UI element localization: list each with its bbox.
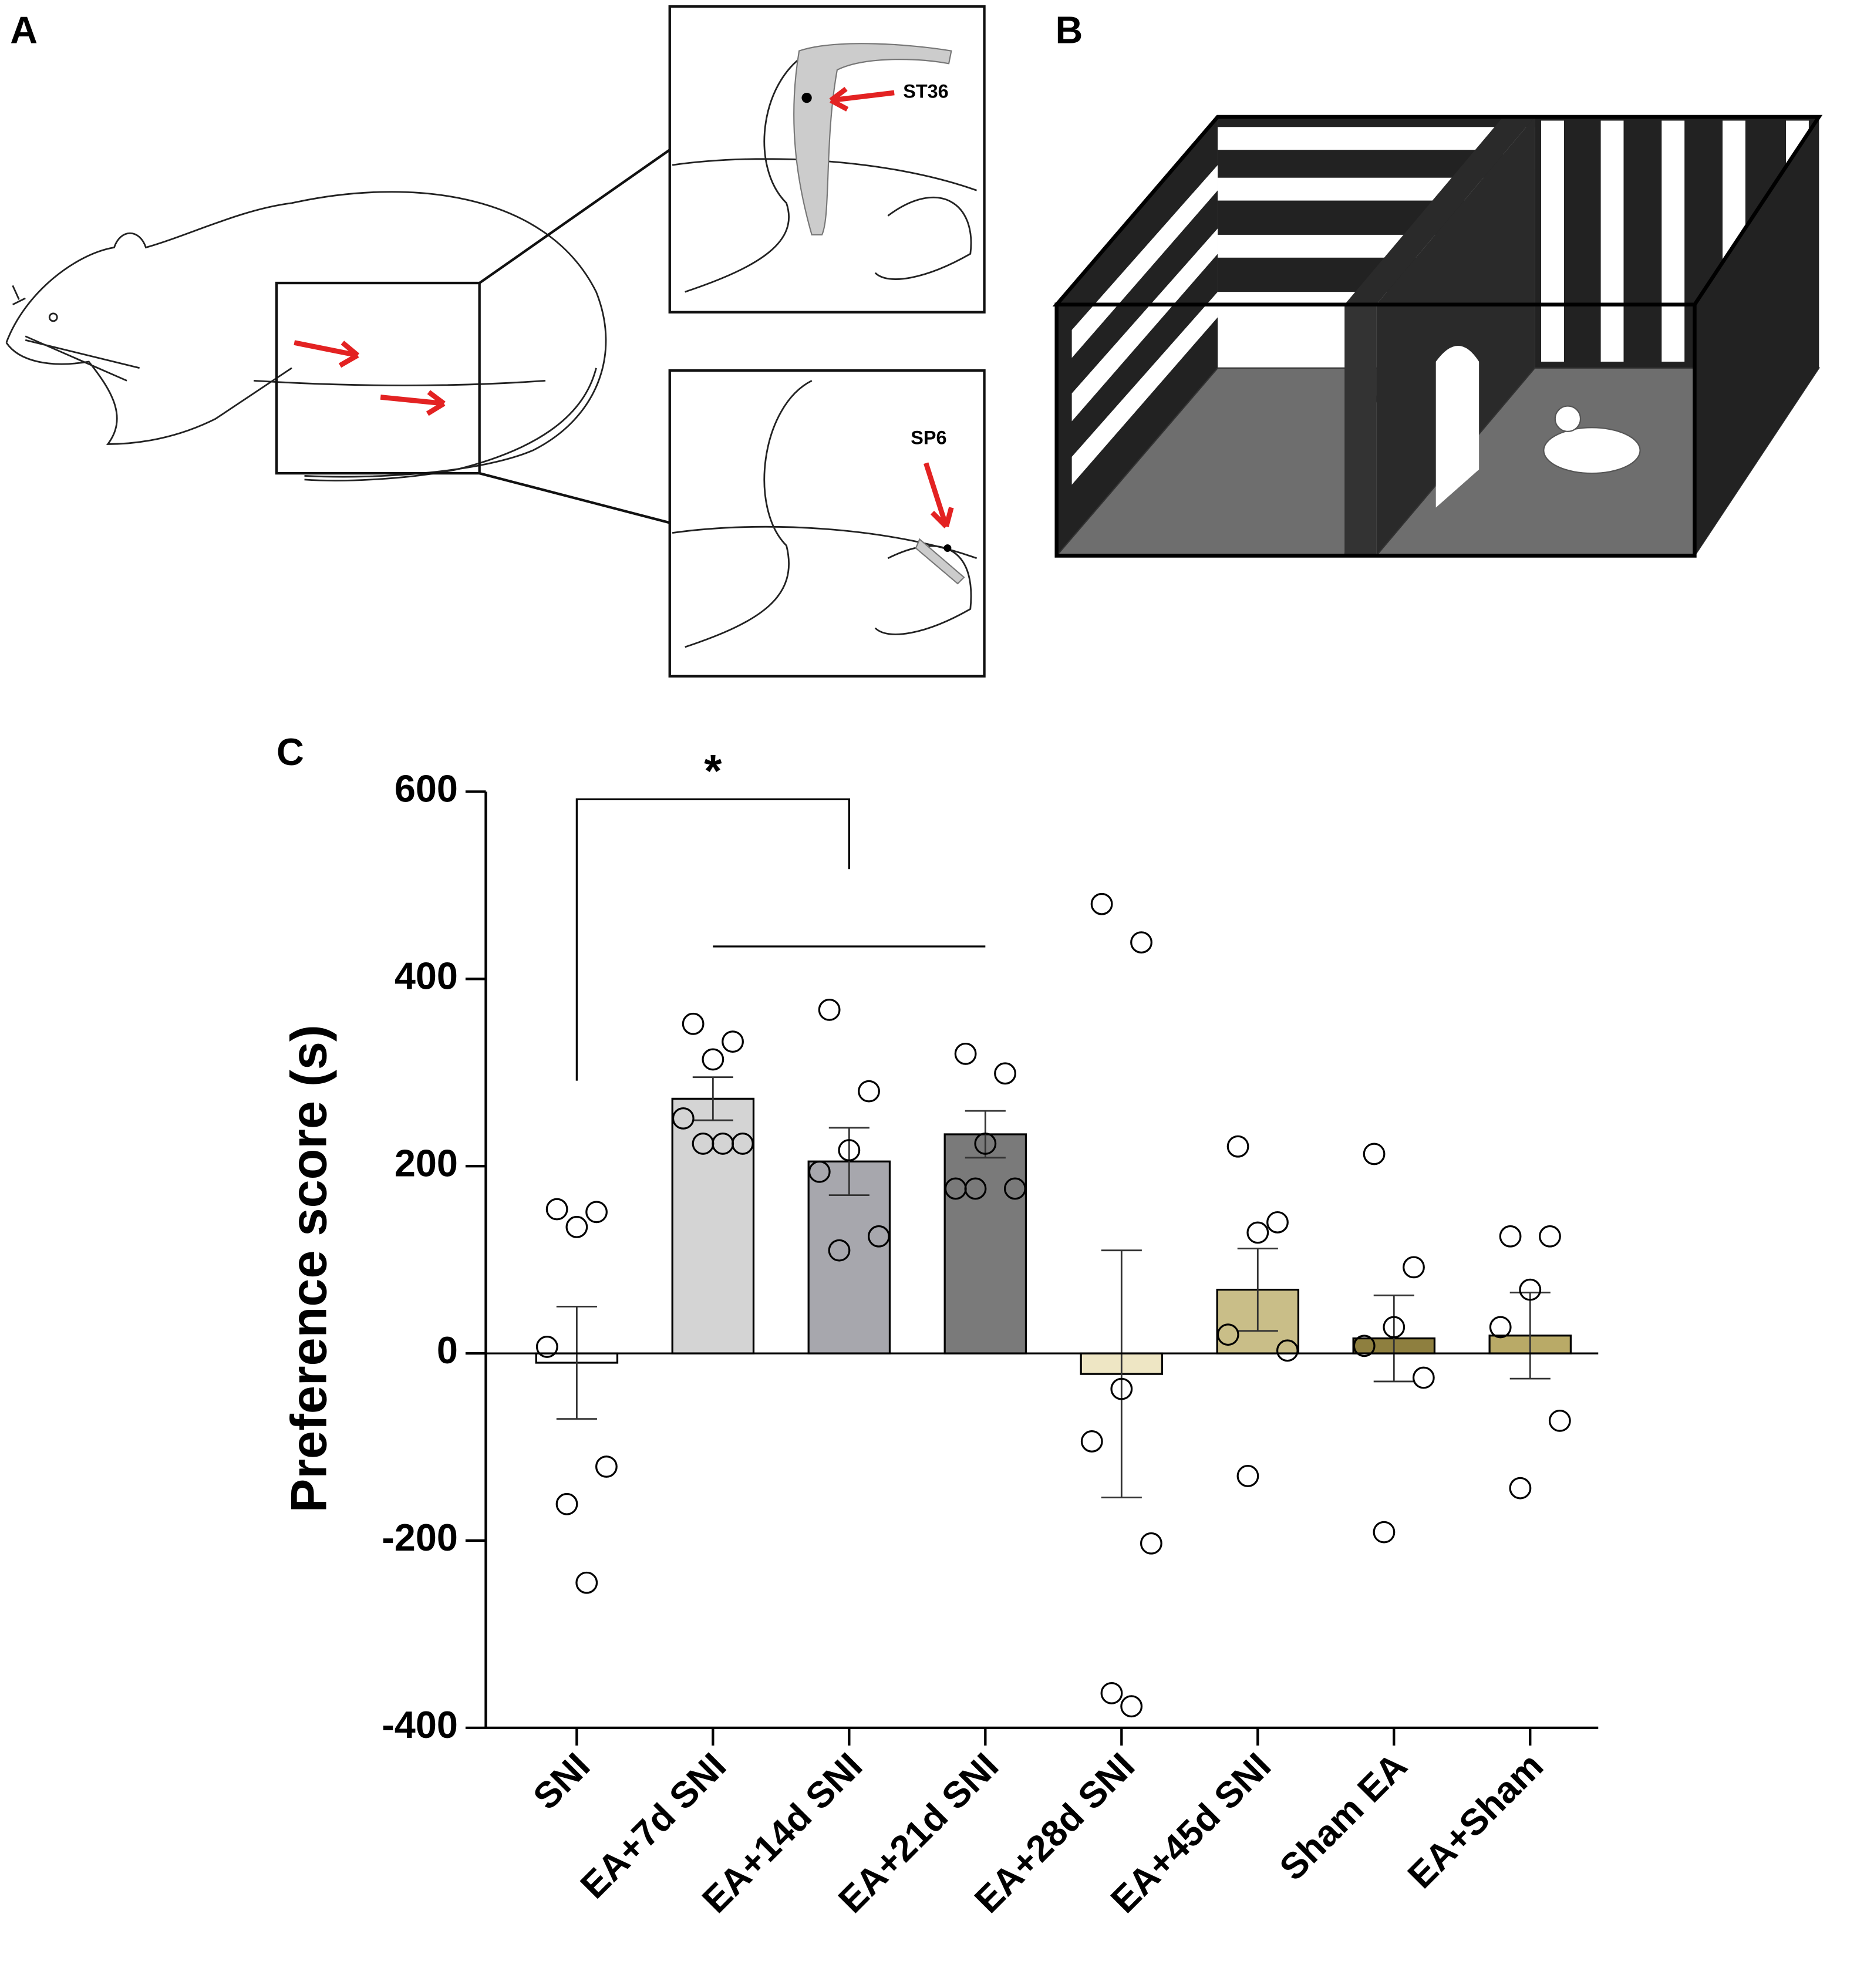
data-point xyxy=(818,999,841,1021)
data-point xyxy=(994,1062,1016,1085)
panel-label: B xyxy=(1056,9,1083,52)
data-point xyxy=(1246,1221,1269,1244)
data-point xyxy=(1110,1377,1133,1400)
x-tick-label: Sham EA xyxy=(1272,1745,1415,1888)
data-point xyxy=(1216,1323,1239,1346)
data-point xyxy=(1266,1211,1289,1234)
data-point xyxy=(1539,1225,1561,1248)
acupoint xyxy=(943,544,952,552)
data-point xyxy=(1412,1366,1435,1389)
data-point xyxy=(1353,1335,1376,1357)
rat-illustration xyxy=(5,191,607,481)
data-point xyxy=(1120,1695,1143,1718)
data-point xyxy=(858,1080,880,1103)
data-point xyxy=(1226,1135,1249,1158)
bone xyxy=(793,43,952,236)
data-point xyxy=(1363,1143,1386,1165)
data-point xyxy=(1548,1409,1571,1432)
acupoint xyxy=(801,92,812,103)
data-point xyxy=(672,1107,695,1130)
data-point xyxy=(1383,1316,1406,1339)
inset-box xyxy=(275,281,481,475)
error-bar xyxy=(1237,1248,1278,1332)
data-point xyxy=(712,1133,734,1155)
data-point xyxy=(595,1455,618,1478)
data-point xyxy=(1100,1682,1123,1704)
data-point xyxy=(808,1160,831,1183)
data-point xyxy=(1080,1430,1103,1453)
y-tick-label: 600 xyxy=(395,767,458,810)
data-point xyxy=(1499,1225,1522,1248)
data-point xyxy=(565,1215,588,1238)
zoom-lines xyxy=(478,149,670,524)
data-point xyxy=(1519,1278,1542,1301)
data-point xyxy=(722,1030,744,1053)
y-tick-label: -200 xyxy=(382,1516,458,1559)
annotation: SP6 xyxy=(911,427,946,448)
arrow-head xyxy=(338,341,446,416)
x-tick-label: EA+Sham xyxy=(1400,1745,1552,1896)
data-point xyxy=(1130,931,1152,954)
red-arrow xyxy=(294,340,444,406)
data-point xyxy=(1003,1177,1026,1200)
data-point xyxy=(1236,1465,1259,1487)
error-bar xyxy=(1509,1292,1551,1380)
data-point xyxy=(1090,892,1113,915)
y-tick-label: -400 xyxy=(382,1703,458,1746)
significance-bracket xyxy=(575,798,850,1081)
data-point xyxy=(1140,1532,1162,1555)
data-point xyxy=(867,1225,890,1248)
data-point xyxy=(545,1198,568,1221)
panel-label: A xyxy=(10,9,38,52)
data-point xyxy=(964,1177,987,1200)
data-point xyxy=(954,1042,977,1065)
data-point xyxy=(702,1048,724,1071)
data-point xyxy=(1276,1339,1299,1362)
significance-label: * xyxy=(704,746,722,797)
data-point xyxy=(682,1012,705,1035)
x-tick-label: SNI xyxy=(525,1745,598,1817)
data-point xyxy=(1403,1256,1425,1279)
data-point xyxy=(575,1571,598,1594)
data-point xyxy=(1373,1521,1396,1544)
y-tick-label: 0 xyxy=(437,1329,458,1372)
panel-label: C xyxy=(277,730,304,773)
error-bar xyxy=(1101,1249,1142,1499)
y-tick-label: 200 xyxy=(395,1141,458,1184)
data-point xyxy=(828,1239,851,1262)
annotation: ST36 xyxy=(903,81,948,102)
data-point xyxy=(1489,1316,1512,1339)
data-point xyxy=(838,1139,861,1161)
y-tick-label: 400 xyxy=(395,954,458,997)
bone xyxy=(915,538,965,585)
data-point xyxy=(974,1133,997,1155)
y-axis-title: Preference score (s) xyxy=(281,1025,337,1512)
data-point xyxy=(535,1336,558,1358)
error-bar xyxy=(692,1076,733,1121)
data-point xyxy=(1509,1477,1532,1500)
data-point xyxy=(555,1492,578,1515)
place-preference-box xyxy=(1052,114,1823,558)
inset-sp6 xyxy=(668,369,986,678)
bar xyxy=(671,1097,755,1354)
red-arrow xyxy=(829,87,895,112)
error-bar xyxy=(1373,1294,1414,1383)
bar xyxy=(943,1133,1027,1354)
error-bar xyxy=(556,1305,597,1420)
error-bar xyxy=(828,1127,869,1197)
data-point xyxy=(585,1201,608,1224)
red-arrow xyxy=(924,462,954,528)
